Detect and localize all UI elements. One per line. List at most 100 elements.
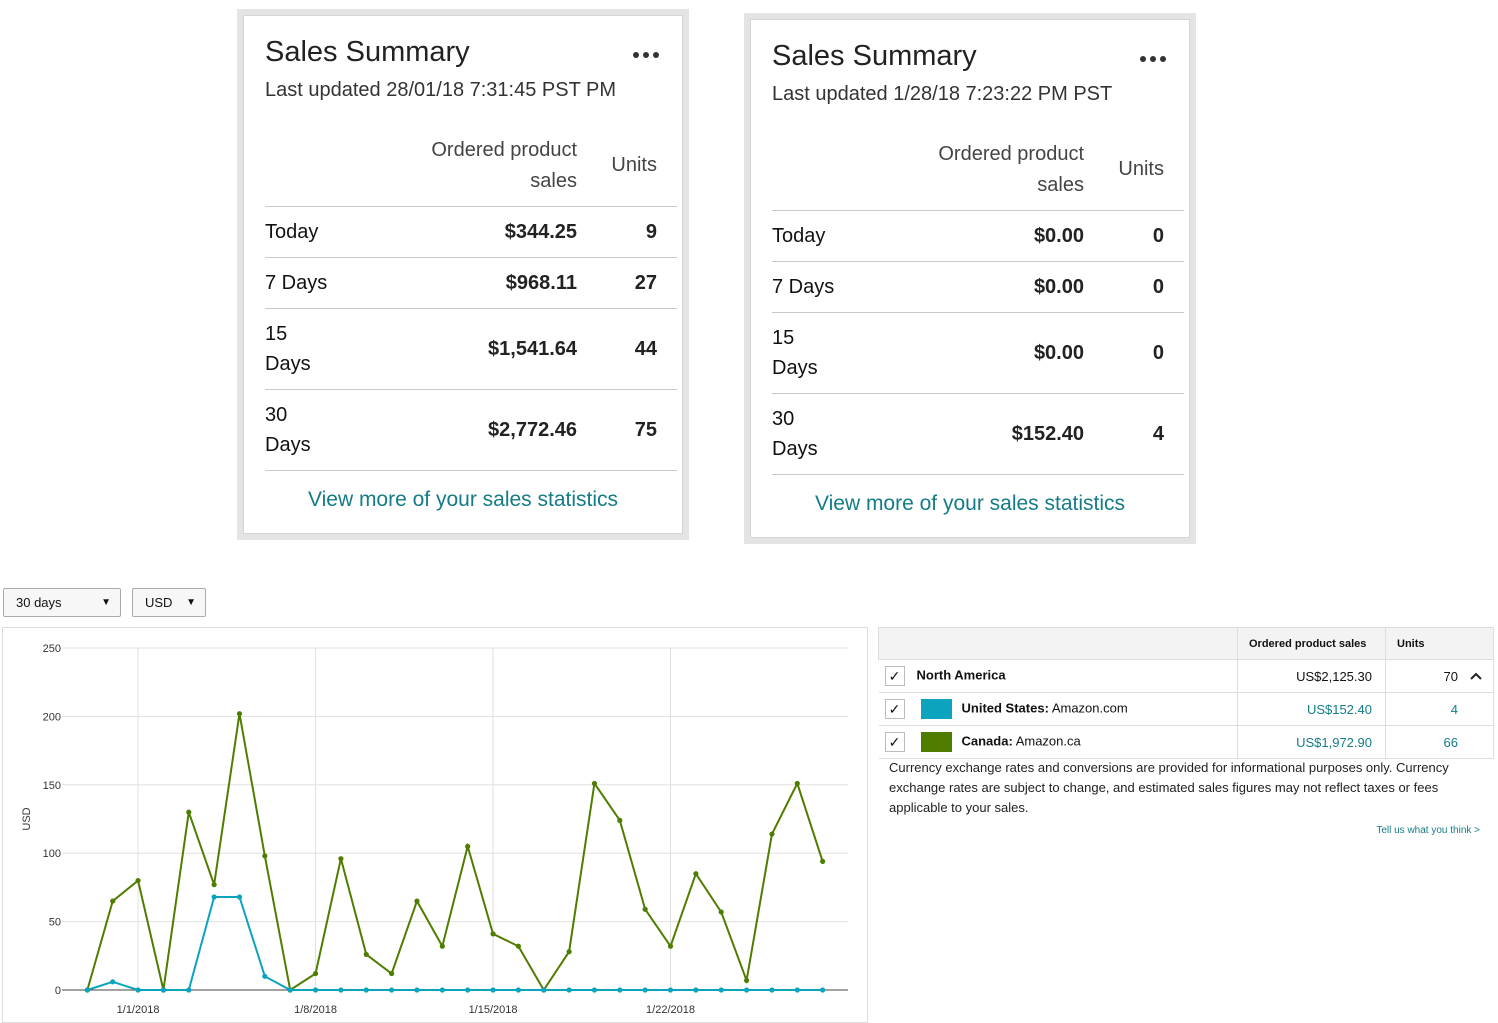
menu-icon[interactable] [632,51,660,59]
dropdown-label: USD [145,595,173,610]
x-tick-label: 1/22/2018 [646,1004,695,1016]
y-tick-label: 100 [43,848,61,860]
y-tick-label: 150 [43,780,61,792]
data-point [566,987,572,993]
region-row: ✓ United States: Amazon.com US$152.40 4 [878,692,1494,726]
region-cell: ✓ North America [878,659,1238,693]
units-value: 66 [1385,725,1494,759]
data-point [642,987,648,993]
data-point [236,711,243,717]
period: 30 Days [772,393,844,475]
header-cell: Units [577,126,677,207]
data-point [490,931,496,937]
data-point [693,871,699,877]
card-title: Sales Summary [772,40,977,72]
sales-row: Today $344.25 9 [265,206,677,258]
dropdown[interactable]: USD ▼ [132,588,206,617]
region-name: United States: [961,700,1049,716]
data-point [211,894,217,900]
data-point [718,987,724,993]
checkbox[interactable]: ✓ [884,666,905,686]
period: Today [772,210,844,262]
data-point [439,987,445,993]
dropdown[interactable]: 30 days ▼ [3,588,121,617]
data-point [363,951,369,958]
data-point [743,977,750,984]
dot [643,52,649,58]
sales-row: 15 Days $0.00 0 [772,312,1184,394]
note: Currency exchange rates and conversions … [889,760,1449,815]
x-tick-label: 1/15/2018 [469,1004,518,1016]
caret: ▼ [101,597,111,608]
color-swatch [920,732,952,752]
chevron [1470,672,1482,680]
checkbox[interactable]: ✓ [884,699,905,719]
data-point [465,843,471,849]
data-point [312,970,319,977]
dot [1150,56,1156,62]
y-tick-label: 50 [49,917,61,929]
sales-value: $968.11 [337,257,577,309]
data-point [186,809,192,815]
sales-table: Ordered product sales Units Today $344.25 9 7… [265,126,677,471]
region-cell: ✓ United States: Amazon.com [878,692,1238,726]
header-text: Ordered product sales [431,138,577,192]
data-point [667,943,674,949]
data-point [262,973,268,979]
last-updated: Last updated 1/28/18 7:23:22 PM PST [772,83,1113,105]
checkbox[interactable]: ✓ [884,732,905,752]
collapse-icon[interactable] [1470,672,1482,680]
sales-value: $0.00 [844,312,1084,394]
feedback-link[interactable]: Tell us what you think > [1376,825,1480,836]
sales-value: US$152.40 [1237,692,1386,726]
region-name: North America [916,667,1006,683]
chart: 0 50 100 150 200 250 1/1/2018 1/8/2018 1/15/2018… [21,643,848,1016]
data-point [135,987,141,993]
stats-link[interactable]: View more of your sales statistics [814,492,1126,515]
store-name: Amazon.com [1051,700,1128,716]
data-point [363,987,369,993]
data-point [820,858,826,865]
region-cell: ✓ Canada: Amazon.ca [878,725,1238,759]
menu-icon[interactable] [1139,55,1167,63]
sales-value: $0.00 [844,261,1084,313]
dot [1160,56,1166,62]
data-point [617,987,623,993]
units-value: 0 [1084,312,1184,394]
y-tick-label: 0 [55,985,61,997]
units-value: 70 [1385,659,1494,693]
data-point [186,987,192,993]
caret: ▼ [186,597,196,608]
data-point [84,987,90,993]
data-point [135,877,141,884]
last-updated: Last updated 28/01/18 7:31:45 PST PM [265,79,616,101]
data-point [794,987,800,993]
sales-row: Today $0.00 0 [772,210,1184,262]
region-row: ✓ North America US$2,125.30 70 [878,659,1494,693]
period: 30 Days [265,389,337,471]
sales-table: Ordered product sales Units Today $0.00 0 7 D… [772,130,1184,475]
card-inner: Sales Summary Last updated 1/28/18 7:23:2… [750,19,1190,538]
data-point [465,987,471,993]
sales-row: 30 Days $152.40 4 [772,393,1184,475]
header-cell: Ordered product sales [337,126,577,207]
header-cell [772,130,844,211]
units-value: 44 [577,308,677,390]
data-point [667,987,674,993]
sales-value: US$1,972.90 [1237,725,1386,759]
dot [633,52,639,58]
dot [653,52,659,58]
header-cell [265,126,337,207]
stats-link[interactable]: View more of your sales statistics [307,488,619,511]
data-point [414,987,420,993]
data-point [591,987,598,993]
series-line [87,895,823,991]
sales-value: $344.25 [337,206,577,258]
dropdown-label: 30 days [16,595,62,610]
data-point [338,987,344,993]
summary-card: Sales Summary Last updated 28/01/18 7:31:… [237,9,689,540]
units-value: 27 [577,257,677,309]
header-text: Ordered product sales [938,142,1084,196]
units-value: 9 [577,206,677,258]
data-point [389,970,395,977]
